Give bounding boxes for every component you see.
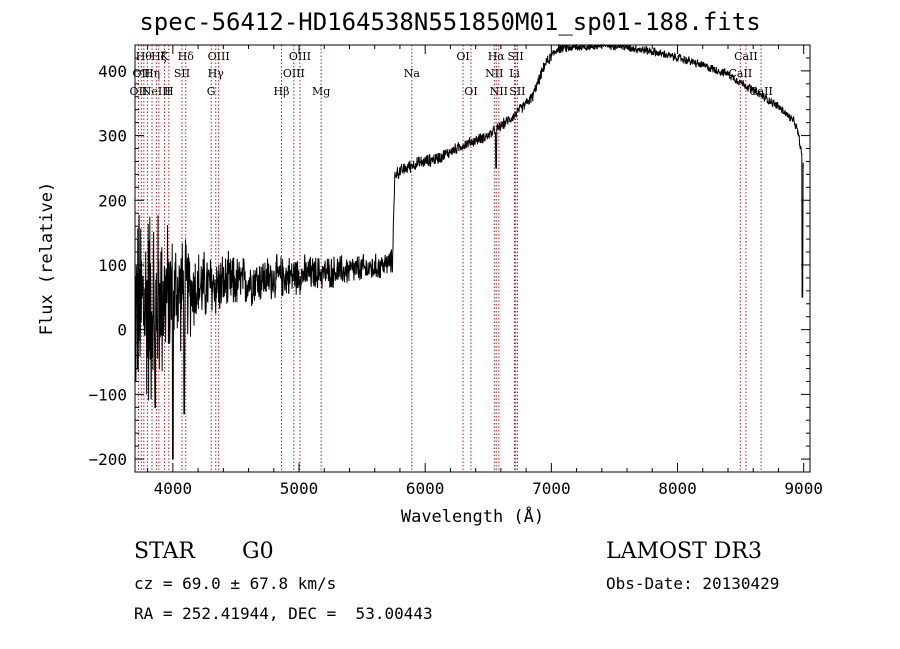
survey-name: LAMOST DR3 — [606, 539, 762, 564]
line-marker-label: G — [207, 85, 216, 98]
x-axis-label: Wavelength (Å) — [401, 505, 544, 527]
line-marker-label: NII — [485, 67, 503, 80]
x-tick-label: 5000 — [280, 479, 319, 498]
line-marker-label: Na — [404, 67, 421, 80]
spectrum-line — [134, 43, 805, 460]
redshift-value: cz = 69.0 ± 67.8 km/s — [134, 574, 337, 593]
line-marker-label: OII — [132, 67, 150, 80]
line-marker-labels: OIIOIIHθHηNeIIIHζKHSIIHδGHγOIIIHβOIIIOII… — [130, 50, 773, 98]
x-tick-label: 7000 — [532, 479, 571, 498]
coordinates: RA = 252.41944, DEC = 53.00443 — [134, 604, 433, 623]
line-marker-label: Hδ — [178, 50, 195, 63]
line-marker-label: NeIII — [142, 85, 171, 98]
line-marker-label: OI — [464, 85, 477, 98]
line-marker-label: OIII — [283, 67, 305, 80]
line-marker-label: K — [160, 50, 169, 63]
line-marker-label: SII — [509, 85, 525, 98]
line-marker-label: Hα — [488, 50, 506, 63]
line-marker-label: Hβ — [274, 85, 290, 98]
line-marker-label: OII — [130, 85, 148, 98]
spectrum-series — [134, 43, 805, 460]
y-tick-label: −100 — [88, 385, 127, 404]
y-tick-label: 0 — [117, 321, 127, 340]
line-marker-label: CaII — [729, 67, 753, 80]
x-tick-label: 9000 — [784, 479, 823, 498]
line-marker-label: CaII — [749, 85, 773, 98]
y-tick-label: 100 — [98, 256, 127, 275]
line-marker-label: SII — [174, 67, 190, 80]
line-marker-label: SII — [508, 50, 524, 63]
line-marker-label: Hζ — [151, 50, 167, 63]
line-marker-label: Li — [509, 67, 520, 80]
line-marker-label: Hθ — [136, 50, 153, 63]
line-marker-label: Hη — [144, 67, 160, 80]
line-marker-label: H — [164, 85, 174, 98]
y-axis-label: Flux (relative) — [37, 182, 57, 336]
x-tick-label: 6000 — [406, 479, 445, 498]
y-tick-label: 300 — [98, 127, 127, 146]
line-marker-label: NII — [490, 85, 508, 98]
x-axis-ticks: 4000 5000 6000 7000 8000 9000 — [147, 45, 823, 498]
plot-frame — [134, 44, 811, 473]
y-tick-label: 400 — [98, 62, 127, 81]
y-tick-label: −200 — [88, 450, 127, 469]
chart-title: spec-56412-HD164538N551850M01_sp01-188.f… — [139, 8, 761, 36]
line-marker-label: OI — [456, 50, 469, 63]
object-subclass: G0 — [242, 539, 274, 564]
object-class: STAR — [134, 539, 195, 564]
line-marker-label: OIII — [208, 50, 230, 63]
line-markers — [137, 45, 762, 472]
obs-date: Obs-Date: 20130429 — [606, 574, 780, 593]
y-axis-ticks: −200 −100 0 100 200 300 400 — [88, 57, 810, 469]
line-marker-label: Mg — [312, 85, 330, 98]
line-marker-label: CaII — [734, 50, 758, 63]
line-marker-label: Hγ — [208, 67, 225, 80]
x-tick-label: 4000 — [154, 479, 193, 498]
line-marker-label: OIII — [289, 50, 311, 63]
y-tick-label: 200 — [98, 191, 127, 210]
x-tick-label: 8000 — [658, 479, 697, 498]
